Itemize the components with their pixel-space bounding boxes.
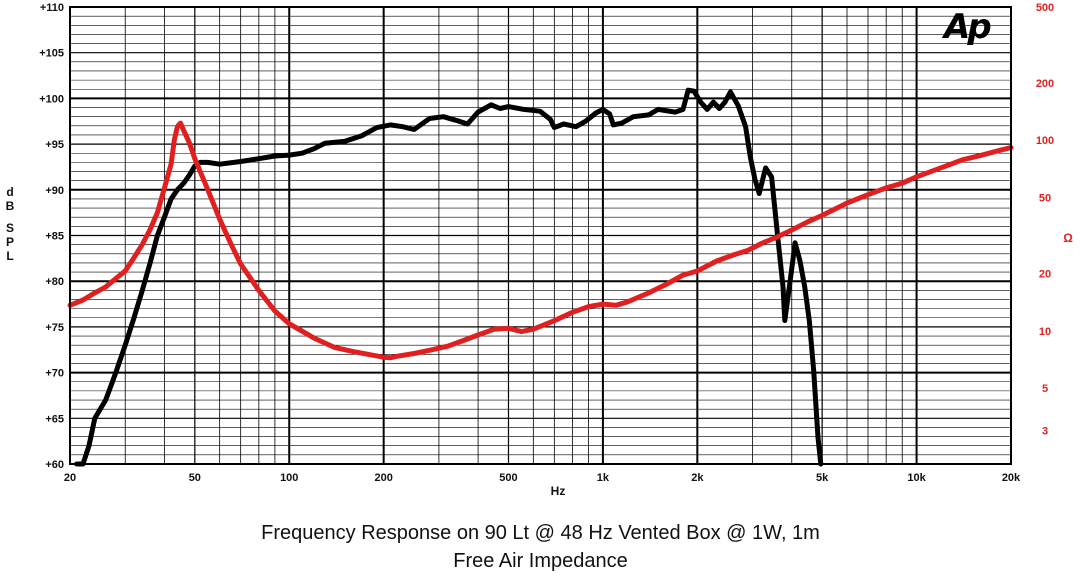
y-axis-right-label: Ω [1063,231,1073,245]
y-left-tick-label: +75 [45,322,64,334]
y-right-tick-label: 20 [1039,268,1051,280]
y-left-tick-label: +65 [45,413,64,425]
plot-border [69,6,1012,465]
y-left-tick-label: +85 [45,231,64,243]
x-tick-label: 20k [1002,472,1021,484]
y-axis-left-label-letter: S [6,221,14,235]
spl-curve [74,87,824,467]
y-left-tick-label: +80 [45,276,64,288]
y-axis-left-label-letter: P [6,235,14,249]
chart-title: Frequency Response on 90 Lt @ 48 Hz Vent… [261,522,820,544]
tick-labels: +60 +65 +70 +75 +80 +85 +90 +95 +100 +105 +110 3 5 10… [39,2,1054,484]
y-axis-left-label-letter: B [6,199,15,213]
x-tick-label: 200 [374,472,392,484]
grid [69,6,1012,465]
y-left-tick-label: +95 [45,139,64,151]
x-axis-label: Hz [551,484,566,498]
y-left-tick-label: +70 [45,368,64,380]
y-right-tick-label: 200 [1036,78,1054,90]
x-tick-label: 1k [597,472,610,484]
y-right-tick-label: 500 [1036,2,1054,14]
y-right-tick-label: 100 [1036,135,1054,147]
chart-subtitle: Free Air Impedance [453,550,628,572]
y-left-tick-label: +105 [39,48,64,60]
y-left-tick-label: +110 [40,2,64,14]
y-axis-left-label-letter: d [6,185,13,199]
impedance-curve [67,120,1014,361]
y-left-tick-label: +100 [39,93,64,105]
x-tick-label: 10k [907,472,926,484]
y-right-tick-label: 10 [1039,326,1051,338]
plot-frame [69,6,1012,465]
x-tick-label: 2k [691,472,704,484]
y-right-tick-label: 5 [1042,383,1048,395]
x-tick-label: 50 [189,472,201,484]
x-tick-label: 20 [64,472,76,484]
y-right-tick-label: 50 [1039,193,1051,205]
y-left-tick-label: +60 [45,459,64,471]
x-tick-label: 5k [816,472,829,484]
curves [67,87,1014,467]
y-axis-left-label-letter: L [6,249,13,263]
y-right-tick-label: 3 [1042,425,1048,437]
x-tick-label: 500 [499,472,517,484]
x-tick-label: 100 [280,472,298,484]
y-left-tick-label: +90 [45,185,64,197]
ap-logo: Ap [944,7,992,47]
